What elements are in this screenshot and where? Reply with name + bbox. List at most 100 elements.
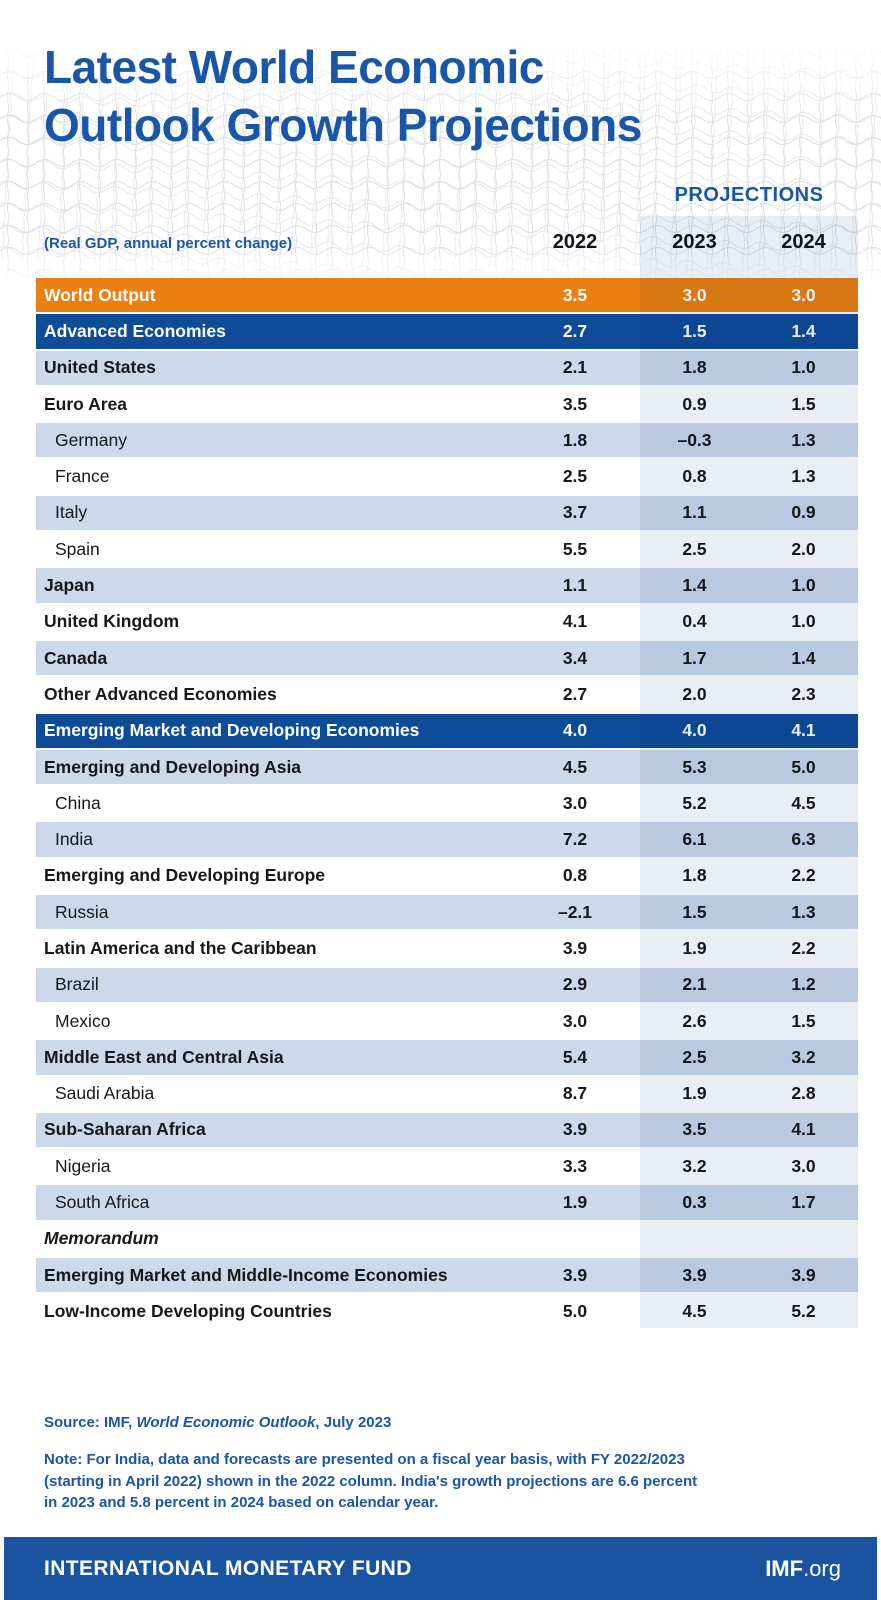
table-row: South Africa 1.9 0.3 1.7 xyxy=(36,1185,858,1220)
value-2022: 2.1 xyxy=(562,357,588,378)
value-2024: 6.3 xyxy=(791,829,816,850)
row-label: China xyxy=(55,792,101,813)
row-label: Euro Area xyxy=(44,393,127,414)
value-2022: 5.4 xyxy=(562,1046,588,1067)
value-2023: 1.5 xyxy=(682,901,707,922)
table-row: India 7.2 6.1 6.3 xyxy=(36,822,858,857)
value-2023: 3.2 xyxy=(682,1155,707,1176)
value-2022: 3.7 xyxy=(562,502,588,523)
row-label: World Output xyxy=(44,284,156,305)
value-2024: 1.0 xyxy=(791,611,816,632)
table-row: China 3.0 5.2 4.5 xyxy=(36,786,858,821)
table-row: Japan 1.1 1.4 1.0 xyxy=(36,568,858,603)
row-label: Russia xyxy=(55,901,109,922)
value-2023: 1.9 xyxy=(682,937,707,958)
value-2024: 1.3 xyxy=(791,901,816,922)
value-2024: 3.0 xyxy=(791,284,816,305)
row-label: Emerging and Developing Asia xyxy=(44,756,302,777)
table-row: France 2.5 0.8 1.3 xyxy=(36,459,858,494)
value-2023: 4.5 xyxy=(682,1300,707,1321)
value-2023: 1.7 xyxy=(682,647,707,668)
row-label: Nigeria xyxy=(55,1155,111,1176)
source-publication: World Economic Outlook xyxy=(136,1414,316,1431)
table-row: Low-Income Developing Countries 5.0 4.5 … xyxy=(36,1294,858,1329)
value-2023: 0.3 xyxy=(682,1192,707,1213)
value-2024: 1.4 xyxy=(791,647,816,668)
row-label: Germany xyxy=(55,429,127,450)
imf-website: IMF.org xyxy=(765,1556,841,1582)
value-2024: 5.0 xyxy=(791,756,816,777)
row-label: Other Advanced Economies xyxy=(44,683,277,704)
value-2022: 5.5 xyxy=(562,538,588,559)
value-2024: 2.2 xyxy=(791,937,816,958)
table-row: United States 2.1 1.8 1.0 xyxy=(36,350,858,385)
value-2023: 5.2 xyxy=(682,792,707,813)
value-2024: 1.7 xyxy=(791,1192,816,1213)
table-row: World Output 3.5 3.0 3.0 xyxy=(36,278,858,313)
table-row: Germany 1.8 –0.3 1.3 xyxy=(36,423,858,458)
value-2022: 3.5 xyxy=(562,284,588,305)
source-prefix: Source: IMF, xyxy=(44,1414,137,1431)
table-row: Nigeria 3.3 3.2 3.0 xyxy=(36,1149,858,1184)
table-row: Sub-Saharan Africa 3.9 3.5 4.1 xyxy=(36,1112,858,1148)
row-label: Saudi Arabia xyxy=(55,1083,155,1104)
row-label: Emerging and Developing Europe xyxy=(44,865,326,886)
value-2022: 3.9 xyxy=(562,1119,588,1140)
row-label: France xyxy=(55,466,110,487)
value-2023: 2.5 xyxy=(682,538,707,559)
table-row: Emerging and Developing Europe 0.8 1.8 2… xyxy=(36,858,858,894)
row-label: South Africa xyxy=(55,1192,150,1213)
value-2024: 3.0 xyxy=(791,1155,816,1176)
value-2023: 1.8 xyxy=(682,865,707,886)
value-2024: 1.5 xyxy=(791,1010,816,1031)
table-row: Other Advanced Economies 2.7 2.0 2.3 xyxy=(36,677,858,712)
value-2022: 3.9 xyxy=(562,937,588,958)
table-row: Memorandum xyxy=(36,1221,858,1257)
row-label: Middle East and Central Asia xyxy=(44,1046,284,1067)
value-2022: 3.0 xyxy=(562,792,588,813)
value-2023: 3.0 xyxy=(682,284,707,305)
value-2022: 4.1 xyxy=(562,611,588,632)
value-2023: 0.8 xyxy=(682,466,707,487)
value-2023: 5.3 xyxy=(682,756,707,777)
india-footnote: Note: For India, data and forecasts are … xyxy=(44,1451,698,1511)
row-label: Memorandum xyxy=(44,1228,159,1249)
row-label: Canada xyxy=(44,647,108,668)
value-2022: –2.1 xyxy=(557,901,593,922)
value-2024: 4.1 xyxy=(791,1119,816,1140)
column-header-2024: 2024 xyxy=(781,231,826,253)
value-2022: 5.0 xyxy=(562,1300,588,1321)
value-2022: 7.2 xyxy=(562,829,588,850)
value-2024: 0.9 xyxy=(791,502,816,523)
value-2023: 2.6 xyxy=(682,1010,707,1031)
value-2022: 1.8 xyxy=(562,429,588,450)
value-2024: 3.2 xyxy=(791,1046,816,1067)
value-2022: 3.9 xyxy=(562,1264,588,1285)
value-2024: 2.0 xyxy=(791,538,816,559)
value-2023: 1.8 xyxy=(682,357,707,378)
table-row: United Kingdom 4.1 0.4 1.0 xyxy=(36,604,858,639)
value-2023: 6.1 xyxy=(682,829,707,850)
value-2022: 3.0 xyxy=(562,1010,588,1031)
table-row: Euro Area 3.5 0.9 1.5 xyxy=(36,386,858,422)
value-2024: 2.8 xyxy=(791,1083,816,1104)
growth-projections-table: World Output 3.5 3.0 3.0 Advanced Econom… xyxy=(36,278,858,1329)
value-2022: 3.3 xyxy=(562,1155,588,1176)
value-2023: 1.9 xyxy=(682,1083,707,1104)
value-2024: 1.0 xyxy=(791,575,816,596)
value-2024: 4.5 xyxy=(791,792,816,813)
value-2022: 2.5 xyxy=(562,466,588,487)
value-2023: 3.9 xyxy=(682,1264,707,1285)
row-label: Emerging Market and Developing Economies xyxy=(44,720,420,741)
value-2024: 4.1 xyxy=(791,720,816,741)
value-2022: 4.5 xyxy=(562,756,588,777)
value-2022: 4.0 xyxy=(562,720,588,741)
row-label: Advanced Economies xyxy=(44,320,226,341)
table-row: Mexico 3.0 2.6 1.5 xyxy=(36,1003,858,1039)
row-label: Japan xyxy=(44,575,95,596)
source-suffix: , July 2023 xyxy=(315,1414,392,1431)
table-row: Emerging and Developing Asia 4.5 5.3 5.0 xyxy=(36,749,858,785)
table-subtitle: (Real GDP, annual percent change) xyxy=(44,235,293,252)
projections-header-label: PROJECTIONS xyxy=(674,184,824,206)
